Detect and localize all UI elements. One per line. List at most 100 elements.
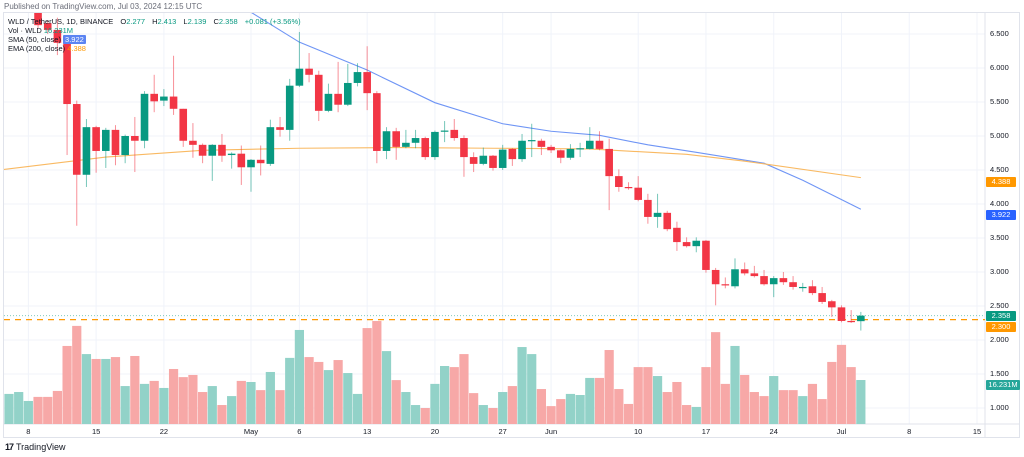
candle-body: [314, 74, 323, 111]
price-tick-label: 3.000: [990, 267, 1009, 276]
volume-bar: [43, 396, 53, 424]
volume-bar: [817, 399, 827, 424]
volume-bar: [488, 408, 498, 424]
volume-bar: [691, 406, 701, 424]
legend-ema-row[interactable]: EMA (200, close) 4.388: [8, 44, 86, 53]
candle-body: [586, 140, 594, 149]
close-label: C: [213, 17, 219, 26]
volume-bar: [711, 332, 721, 424]
candle-body: [624, 187, 633, 189]
volume-bar: [633, 367, 643, 424]
volume-bar: [33, 396, 43, 424]
legend-symbol-row[interactable]: WLD / TetherUS, 1D, BINANCE O2.277 H2.41…: [8, 17, 301, 26]
candle-body: [789, 282, 797, 287]
candle-body: [798, 286, 807, 289]
candle-body: [411, 138, 420, 143]
candle-body: [828, 301, 836, 308]
candle-body: [576, 148, 584, 150]
time-tick-label: Jul: [836, 427, 847, 436]
candle-body: [760, 276, 768, 285]
candle-body: [53, 29, 62, 43]
candle-body: [527, 140, 536, 142]
volume-bar: [614, 389, 624, 424]
volume-bar: [52, 390, 62, 424]
candles: [34, 13, 865, 331]
volume-bar: [527, 354, 537, 424]
volume-bar: [459, 354, 469, 424]
volume-bar: [594, 377, 605, 424]
volume-bar: [62, 345, 72, 424]
symbol-title[interactable]: WLD / TetherUS, 1D, BINANCE: [8, 17, 114, 26]
price-tick-label: 4.500: [990, 165, 1009, 174]
high-value: 2.413: [157, 17, 177, 26]
volume-bar: [178, 377, 188, 424]
candle-body: [518, 140, 526, 160]
candle-body: [711, 269, 720, 285]
candle-body: [218, 144, 226, 156]
candle-body: [353, 72, 362, 83]
ema-value: 4.388: [67, 44, 86, 53]
volume-bar: [188, 374, 198, 424]
candle-body: [111, 129, 120, 156]
legend-sma-row[interactable]: SMA (50, close) 3.922: [8, 35, 86, 44]
candle-body: [266, 127, 275, 164]
volume-bar: [507, 386, 517, 424]
candle-body: [373, 93, 381, 151]
ema-label: EMA (200, close): [8, 44, 66, 53]
volume-bar: [372, 321, 382, 424]
time-tick-label: 27: [498, 427, 507, 436]
candle-body: [750, 273, 759, 277]
volume-bar: [294, 329, 304, 424]
candle-body: [237, 153, 246, 168]
candle-body: [140, 93, 149, 141]
time-tick-label: 8: [907, 427, 912, 436]
price-tick-label: 5.000: [990, 131, 1009, 140]
volume-bar: [556, 399, 566, 424]
volume-bar: [807, 383, 818, 424]
volume-bar: [110, 357, 121, 424]
volume-bar: [788, 390, 798, 424]
volume-bar: [323, 370, 334, 424]
volume-bar: [381, 351, 392, 424]
candle-body: [663, 212, 672, 230]
volume-bar: [440, 366, 450, 424]
volume-bar: [575, 395, 585, 424]
volume-bar: [139, 383, 150, 424]
volume-value: 16.231M: [43, 26, 74, 35]
volume-bar: [585, 377, 595, 424]
volume-bar: [701, 367, 711, 424]
volume-bar: [401, 392, 411, 424]
volume-bar: [730, 345, 740, 424]
volume-bar: [120, 386, 130, 424]
low-value: 2.139: [187, 17, 207, 26]
legend-volume-row[interactable]: Vol · WLD 16.231M: [8, 26, 73, 35]
last-price-label: 2.358: [986, 311, 1016, 321]
candle-body: [469, 157, 478, 164]
volume-bar: [643, 367, 653, 424]
candle-body: [169, 96, 178, 109]
time-tick-label: 17: [701, 427, 711, 436]
candle-body: [489, 155, 497, 168]
volume-bar: [72, 325, 82, 424]
volume-bar: [81, 354, 92, 424]
time-tick-label: 24: [769, 427, 778, 436]
time-tick-label: 20: [430, 427, 440, 436]
candle-body: [837, 307, 846, 321]
grid-lines: [4, 13, 985, 424]
price-tick-label: 6.500: [990, 29, 1009, 38]
tradingview-logo[interactable]: 17 TradingView: [5, 442, 66, 453]
candle-body: [644, 199, 652, 217]
candle-body: [324, 93, 333, 111]
volume-bars: [4, 321, 866, 424]
time-tick-label: May: [243, 427, 259, 436]
candle-body: [72, 104, 81, 175]
volume-bar: [469, 393, 479, 424]
volume-bar: [14, 392, 24, 424]
volume-bar: [285, 357, 295, 424]
price-line: [4, 315, 985, 321]
candle-body: [208, 144, 217, 156]
volume-bar: [430, 383, 440, 424]
volume-bar: [769, 376, 779, 424]
volume-bar: [23, 400, 33, 424]
